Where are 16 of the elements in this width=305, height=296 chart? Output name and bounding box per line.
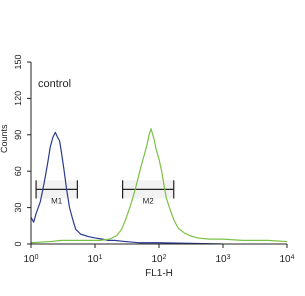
x-tick-label: 10$^{2}$ (151, 254, 167, 265)
band-label: M1 (51, 196, 63, 206)
y-tick-label: 90 (13, 130, 23, 140)
y-tick-label: 150 (13, 54, 23, 70)
y-tick-label: 60 (13, 166, 23, 176)
y-axis-title: Counts (0, 124, 10, 153)
y-tick-label: 120 (13, 90, 23, 106)
x-tick-label: 10$^{4}$ (279, 254, 295, 265)
y-tick-label: 0 (13, 241, 23, 247)
x-tick-label: 10$^{3}$ (215, 254, 231, 265)
x-tick-label: 10$^{0}$ (23, 254, 39, 265)
x-tick-label: 10$^{1}$ (87, 254, 103, 265)
y-tick-label: 30 (13, 202, 23, 213)
annotation: control (38, 78, 72, 90)
x-axis-title: FL1-H (145, 268, 173, 279)
band-label: M2 (142, 196, 154, 206)
